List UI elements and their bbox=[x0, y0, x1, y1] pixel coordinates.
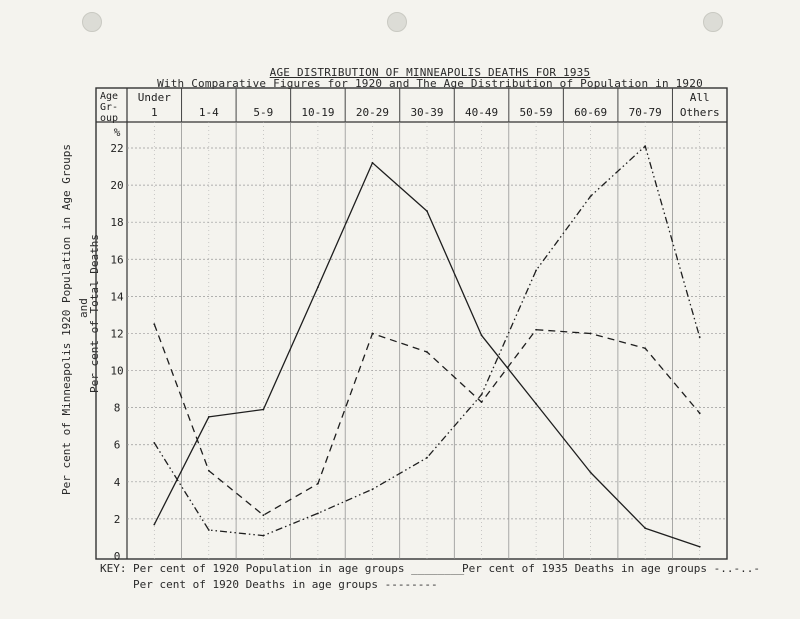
legend-label: Per cent of 1920 Deaths in age groups bbox=[133, 578, 379, 591]
data-point bbox=[535, 328, 537, 331]
category-label: 1 bbox=[151, 106, 158, 119]
data-point bbox=[153, 441, 156, 444]
y-tick-label: 10 bbox=[110, 365, 123, 378]
data-point bbox=[426, 456, 428, 459]
punch-hole bbox=[387, 12, 407, 32]
y-tick-label: 6 bbox=[114, 439, 121, 452]
data-point bbox=[644, 145, 647, 148]
data-point bbox=[698, 336, 701, 339]
data-point bbox=[589, 471, 592, 474]
data-point bbox=[371, 488, 374, 491]
data-point bbox=[644, 347, 647, 350]
category-label: 70-79 bbox=[629, 106, 662, 119]
y-tick-label: 12 bbox=[110, 327, 123, 340]
y-tick-label: 18 bbox=[110, 216, 123, 229]
data-point bbox=[207, 469, 210, 472]
category-label: 40-49 bbox=[465, 106, 498, 119]
y-tick-label: 14 bbox=[110, 290, 124, 303]
data-point bbox=[535, 269, 537, 272]
chart-subtitle: With Comparative Figures for 1920 and Th… bbox=[157, 77, 703, 90]
category-label: 5-9 bbox=[253, 106, 273, 119]
data-point bbox=[535, 403, 537, 405]
y-tick-label: 2 bbox=[114, 513, 121, 526]
legend-sample-dashed: -------- bbox=[384, 578, 438, 591]
data-point bbox=[480, 334, 483, 337]
category-label: Under bbox=[138, 91, 171, 104]
series-line-3 bbox=[153, 145, 701, 537]
y-tick-label: 0 bbox=[114, 550, 121, 563]
legend-label: Per cent of 1935 Deaths in age groups bbox=[462, 562, 708, 575]
legend-label: Per cent of 1920 Population in age group… bbox=[133, 562, 405, 575]
data-point bbox=[644, 527, 647, 530]
data-point bbox=[480, 401, 483, 403]
category-label: All bbox=[690, 91, 710, 104]
data-point bbox=[317, 512, 319, 515]
y-tick-label: 4 bbox=[114, 476, 121, 489]
header-age-group-label: Gr- bbox=[100, 102, 118, 113]
data-point bbox=[153, 523, 156, 526]
data-point bbox=[589, 332, 592, 335]
y-tick-label: 20 bbox=[110, 179, 123, 192]
plot-frame bbox=[95, 87, 728, 560]
category-label: 30-39 bbox=[410, 106, 443, 119]
legend-key-label: KEY: bbox=[100, 562, 127, 575]
header-age-group-label: oup bbox=[100, 113, 118, 124]
data-point bbox=[698, 412, 701, 415]
legend-entry-population-1920: Per cent of 1920 Population in age group… bbox=[133, 562, 464, 575]
chart-title: AGE DISTRIBUTION OF MINNEAPOLIS DEATHS F… bbox=[269, 66, 591, 79]
data-point bbox=[262, 514, 265, 517]
y-tick-label: 22 bbox=[110, 142, 123, 155]
y-tick-label: 8 bbox=[114, 402, 121, 415]
legend-sample-solid: ________ bbox=[411, 562, 465, 575]
data-point bbox=[153, 323, 156, 326]
category-label: 10-19 bbox=[301, 106, 334, 119]
data-point bbox=[426, 351, 428, 353]
category-label: 60-69 bbox=[574, 106, 607, 119]
punch-hole bbox=[703, 12, 723, 32]
legend-entry-deaths-1935: Per cent of 1935 Deaths in age groups -.… bbox=[462, 562, 760, 575]
category-label: 20-29 bbox=[356, 106, 389, 119]
data-point bbox=[371, 332, 374, 335]
data-point bbox=[317, 286, 319, 288]
category-label: Others bbox=[680, 106, 720, 119]
data-point bbox=[426, 210, 428, 212]
data-point bbox=[589, 195, 592, 198]
data-point bbox=[698, 545, 701, 548]
y-unit-label: % bbox=[114, 126, 121, 139]
data-point bbox=[480, 393, 483, 396]
data-point bbox=[207, 529, 210, 531]
data-point bbox=[371, 161, 374, 164]
category-label: 1-4 bbox=[199, 106, 219, 119]
legend-sample-dashdot: -..-..- bbox=[713, 562, 761, 575]
y-tick-label: 16 bbox=[110, 253, 123, 266]
header-age-group-label: Age bbox=[100, 91, 118, 102]
data-point bbox=[207, 416, 210, 418]
data-point bbox=[262, 408, 265, 411]
data-point bbox=[262, 534, 265, 537]
data-point bbox=[317, 482, 319, 485]
legend-entry-deaths-1920: Per cent of 1920 Deaths in age groups --… bbox=[133, 578, 438, 591]
punch-hole bbox=[82, 12, 102, 32]
category-label: 50-59 bbox=[520, 106, 553, 119]
